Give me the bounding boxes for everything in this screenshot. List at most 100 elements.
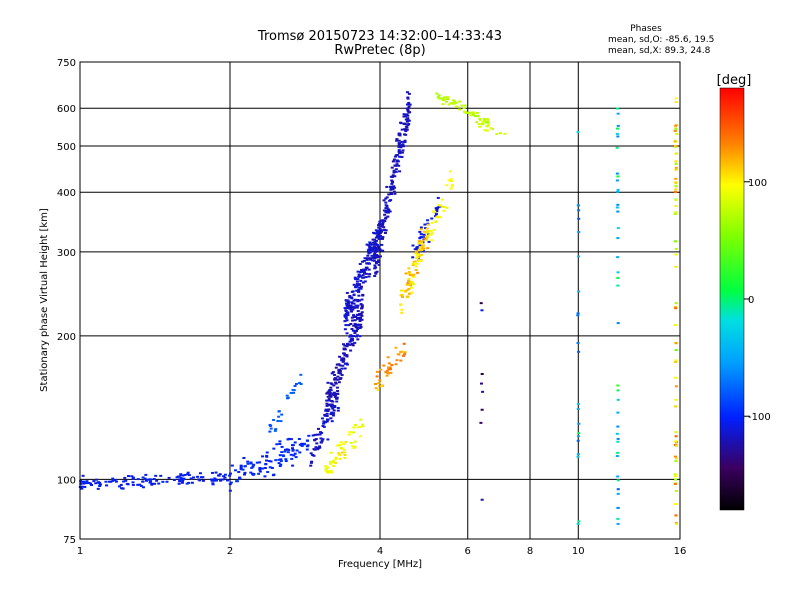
data-point bbox=[122, 480, 126, 483]
data-point bbox=[417, 240, 421, 243]
data-point bbox=[383, 213, 387, 216]
data-point bbox=[673, 482, 677, 485]
data-point bbox=[266, 471, 270, 474]
data-point bbox=[265, 459, 269, 462]
data-point bbox=[278, 454, 282, 457]
data-point bbox=[387, 208, 391, 211]
data-point bbox=[83, 485, 87, 488]
data-point bbox=[329, 469, 333, 472]
data-point bbox=[616, 475, 620, 478]
data-point bbox=[405, 295, 409, 298]
data-point bbox=[674, 162, 678, 165]
data-point bbox=[310, 460, 314, 463]
data-point bbox=[413, 248, 417, 251]
data-point bbox=[616, 256, 620, 259]
data-point bbox=[87, 481, 91, 484]
colorbar bbox=[719, 87, 745, 511]
data-point bbox=[216, 474, 220, 477]
data-point bbox=[385, 374, 389, 377]
data-point bbox=[192, 476, 196, 479]
data-point bbox=[399, 350, 403, 353]
data-point bbox=[385, 185, 389, 188]
data-point bbox=[674, 177, 678, 180]
data-point bbox=[289, 453, 293, 456]
data-point bbox=[399, 121, 403, 124]
data-point bbox=[370, 259, 374, 262]
data-point bbox=[114, 480, 118, 483]
data-point bbox=[395, 163, 399, 166]
data-point bbox=[403, 128, 407, 131]
data-point bbox=[450, 185, 454, 188]
data-point bbox=[334, 366, 338, 369]
data-point bbox=[242, 473, 246, 476]
data-point bbox=[337, 369, 341, 372]
data-point bbox=[376, 389, 380, 392]
data-point bbox=[338, 457, 342, 460]
data-point bbox=[368, 241, 372, 244]
data-point bbox=[215, 479, 219, 482]
data-point bbox=[352, 293, 356, 296]
data-point bbox=[398, 170, 402, 173]
data-point bbox=[428, 233, 432, 236]
data-point bbox=[328, 471, 332, 474]
data-point bbox=[146, 478, 150, 481]
data-point bbox=[185, 482, 189, 485]
data-point bbox=[674, 489, 678, 492]
data-point bbox=[347, 343, 351, 346]
data-point bbox=[674, 152, 678, 155]
data-point bbox=[352, 324, 356, 327]
data-point bbox=[346, 343, 350, 346]
data-point bbox=[335, 378, 339, 381]
data-point bbox=[406, 109, 410, 112]
data-point bbox=[111, 479, 115, 482]
data-point bbox=[616, 506, 620, 509]
data-point bbox=[322, 422, 326, 425]
data-point bbox=[237, 470, 241, 473]
data-point bbox=[367, 268, 371, 271]
data-point bbox=[277, 462, 281, 465]
data-point bbox=[364, 272, 368, 275]
data-point bbox=[455, 105, 459, 108]
data-point bbox=[357, 288, 361, 291]
data-point bbox=[345, 355, 349, 358]
data-point bbox=[326, 410, 330, 413]
data-point bbox=[369, 257, 373, 260]
data-point bbox=[436, 96, 440, 99]
data-point bbox=[330, 372, 334, 375]
data-point bbox=[332, 391, 336, 394]
data-point bbox=[375, 270, 379, 273]
data-point bbox=[306, 439, 310, 442]
data-point bbox=[377, 259, 381, 262]
data-point bbox=[407, 105, 411, 108]
data-point bbox=[378, 222, 382, 225]
data-point bbox=[475, 121, 479, 124]
data-point bbox=[365, 266, 369, 269]
data-point bbox=[390, 186, 394, 189]
data-point bbox=[376, 230, 380, 233]
data-point bbox=[402, 145, 406, 148]
x-axis: 1 2 4 6 8 10 16 bbox=[77, 546, 687, 557]
data-point bbox=[376, 246, 380, 249]
data-point bbox=[346, 307, 350, 310]
data-point bbox=[410, 291, 414, 294]
data-point bbox=[143, 477, 147, 480]
data-point bbox=[358, 283, 362, 286]
data-point bbox=[462, 110, 466, 113]
data-point bbox=[274, 428, 278, 431]
data-point bbox=[674, 478, 678, 481]
data-point bbox=[352, 283, 356, 286]
data-point bbox=[353, 440, 357, 443]
data-point bbox=[235, 480, 239, 483]
data-point bbox=[345, 363, 349, 366]
data-point bbox=[119, 483, 123, 486]
data-point bbox=[393, 155, 397, 158]
data-point bbox=[239, 468, 243, 471]
data-point bbox=[340, 374, 344, 377]
data-point bbox=[107, 480, 111, 483]
data-point bbox=[411, 274, 415, 277]
data-point bbox=[433, 210, 437, 213]
data-point bbox=[674, 198, 678, 201]
data-point bbox=[344, 299, 348, 302]
data-point bbox=[398, 152, 402, 155]
data-point bbox=[289, 391, 293, 394]
